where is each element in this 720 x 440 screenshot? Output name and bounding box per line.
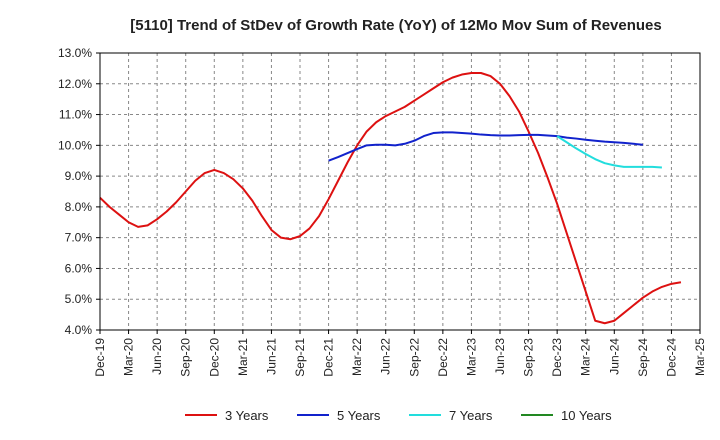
legend-label: 3 Years (225, 408, 269, 423)
legend-label: 7 Years (449, 408, 493, 423)
x-tick-label: Dec-19 (93, 338, 107, 377)
y-tick-label: 12.0% (58, 77, 92, 91)
x-tick-label: Mar-20 (122, 338, 136, 376)
legend-label: 5 Years (337, 408, 381, 423)
x-tick-label: Dec-22 (436, 338, 450, 377)
x-tick-label: Jun-20 (150, 338, 164, 375)
x-tick-label: Sep-21 (293, 338, 307, 377)
grid-lines (99, 52, 701, 331)
y-tick-label: 4.0% (65, 323, 93, 337)
series-line-3-years (99, 72, 682, 325)
x-tick-label: Dec-21 (322, 338, 336, 377)
x-axis: Dec-19 Mar-20 Jun-20 Sep-20 Dec-20 Mar-21 Jun-… (93, 330, 707, 377)
x-tick-label: Dec-23 (550, 338, 564, 377)
x-tick-label: Sep-24 (636, 338, 650, 377)
x-tick-label: Sep-22 (407, 338, 421, 377)
series-line-5-years (328, 131, 643, 162)
legend-label: 10 Years (561, 408, 612, 423)
x-tick-label: Jun-21 (264, 338, 278, 375)
y-tick-label: 11.0% (59, 108, 92, 122)
plot-frame (99, 52, 701, 331)
x-tick-label: Mar-24 (579, 338, 593, 376)
y-tick-label: 8.0% (65, 200, 93, 214)
legend: 3 Years 5 Years 7 Years 10 Years (185, 408, 612, 423)
y-tick-label: 10.0% (58, 138, 92, 152)
x-tick-label: Sep-20 (179, 338, 193, 377)
series-lines (99, 72, 682, 325)
chart-title: [5110] Trend of StDev of Growth Rate (Yo… (130, 17, 661, 34)
x-tick-label: Mar-25 (693, 338, 707, 376)
x-tick-label: Dec-24 (664, 338, 678, 377)
y-tick-label: 7.0% (65, 231, 93, 245)
y-tick-label: 6.0% (65, 261, 93, 275)
x-tick-label: Jun-22 (379, 338, 393, 375)
x-tick-label: Mar-22 (350, 338, 364, 376)
series-line-7-years (556, 135, 662, 169)
x-tick-label: Jun-24 (607, 338, 621, 375)
x-tick-label: Mar-21 (236, 338, 250, 376)
y-axis: 4.0% 5.0% 6.0% 7.0% 8.0% 9.0% 10.0% 11.0% 12.0% 1… (58, 46, 100, 337)
y-tick-label: 9.0% (65, 169, 93, 183)
x-tick-label: Mar-23 (464, 338, 478, 376)
x-tick-label: Sep-23 (522, 338, 536, 377)
x-tick-label: Jun-23 (493, 338, 507, 375)
y-tick-label: 13.0% (58, 46, 92, 60)
x-tick-label: Dec-20 (207, 338, 221, 377)
y-tick-label: 5.0% (65, 292, 93, 306)
